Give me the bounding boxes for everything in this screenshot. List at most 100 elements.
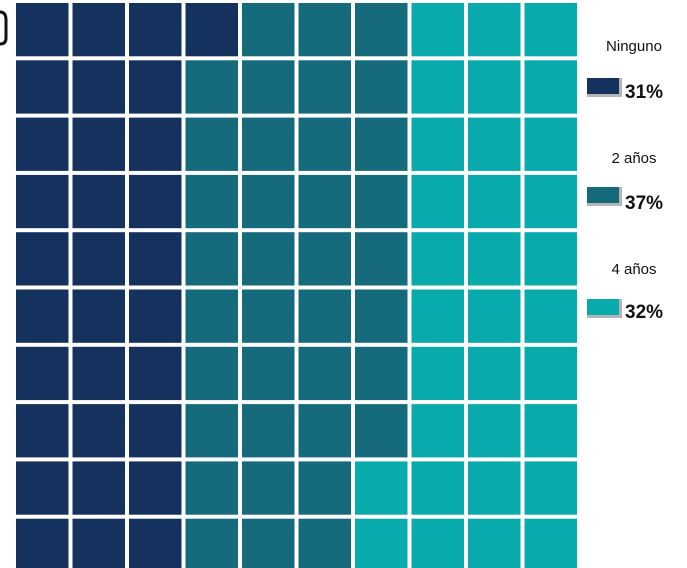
waffle-cell (129, 404, 182, 458)
waffle-cell (298, 461, 351, 515)
waffle-cell (411, 404, 464, 458)
waffle-cell (524, 518, 577, 568)
waffle-cell (524, 232, 577, 286)
waffle-cell (129, 3, 182, 57)
waffle-cell (16, 232, 69, 286)
waffle-cell (298, 3, 351, 57)
waffle-cell (355, 404, 408, 458)
waffle-cell (298, 346, 351, 401)
waffle-cell (355, 518, 408, 568)
legend-value-ninguno: 31% (625, 82, 664, 103)
waffle-cell (411, 518, 464, 568)
waffle-cell (242, 174, 295, 229)
waffle-cell (468, 232, 521, 286)
waffle-cell (129, 232, 182, 286)
waffle-cell (242, 461, 295, 515)
legend-swatch-4-anos (587, 299, 622, 318)
waffle-cell (185, 60, 238, 114)
waffle-cell (355, 232, 408, 286)
waffle-cell (129, 346, 182, 401)
waffle-cell (298, 404, 351, 458)
waffle-cell (355, 3, 408, 57)
waffle-cell (411, 346, 464, 401)
waffle-cell (185, 404, 238, 458)
waffle-cell (524, 117, 577, 171)
legend-value-2-anos: 37% (625, 193, 664, 214)
waffle-cell (468, 60, 521, 114)
waffle-cell (72, 404, 125, 458)
waffle-cell (72, 346, 125, 401)
corner-mark (0, 10, 10, 46)
waffle-cell (185, 117, 238, 171)
waffle-cell (524, 289, 577, 343)
waffle-cell (16, 117, 69, 171)
waffle-cell (129, 289, 182, 343)
waffle-cell (524, 60, 577, 114)
waffle-cell (185, 232, 238, 286)
waffle-cell (524, 174, 577, 229)
waffle-cell (129, 117, 182, 171)
waffle-cell (411, 60, 464, 114)
waffle-cell (298, 289, 351, 343)
waffle-cell (411, 3, 464, 57)
waffle-cell (185, 518, 238, 568)
waffle-cell (298, 174, 351, 229)
waffle-cell (524, 404, 577, 458)
waffle-cell (129, 461, 182, 515)
waffle-cell (298, 232, 351, 286)
waffle-cell (411, 232, 464, 286)
waffle-chart (16, 3, 577, 568)
waffle-cell (468, 117, 521, 171)
waffle-cell (72, 289, 125, 343)
waffle-cell (72, 174, 125, 229)
waffle-cell (298, 117, 351, 171)
waffle-cell (129, 174, 182, 229)
waffle-cell (468, 518, 521, 568)
legend-label-2-anos: 2 años (611, 150, 657, 167)
waffle-cell (242, 117, 295, 171)
waffle-cell (242, 404, 295, 458)
waffle-cell (468, 3, 521, 57)
waffle-cell (468, 461, 521, 515)
waffle-cell (468, 404, 521, 458)
waffle-cell (16, 60, 69, 114)
waffle-cell (298, 518, 351, 568)
waffle-cell (524, 346, 577, 401)
waffle-cell (72, 117, 125, 171)
legend-value-4-anos: 32% (625, 302, 664, 323)
waffle-cell (468, 346, 521, 401)
waffle-cell (185, 174, 238, 229)
waffle-cell (411, 461, 464, 515)
waffle-cell (524, 461, 577, 515)
waffle-cell (16, 174, 69, 229)
waffle-cell (72, 3, 125, 57)
legend-label-4-anos: 4 años (611, 261, 657, 278)
waffle-cell (355, 174, 408, 229)
waffle-cell (72, 232, 125, 286)
waffle-cell (16, 289, 69, 343)
waffle-cell (242, 346, 295, 401)
waffle-cell (468, 289, 521, 343)
waffle-cell (242, 232, 295, 286)
waffle-cell (16, 404, 69, 458)
waffle-cell (16, 461, 69, 515)
waffle-cell (16, 3, 69, 57)
legend: Ninguno 31% 2 años 37% 4 años 32% (584, 0, 687, 568)
waffle-cell (411, 289, 464, 343)
waffle-cell (242, 3, 295, 57)
waffle-cell (129, 60, 182, 114)
legend-label-ninguno: Ninguno (606, 38, 662, 55)
waffle-cell (16, 518, 69, 568)
waffle-cell (129, 518, 182, 568)
waffle-cell (468, 174, 521, 229)
waffle-cell (355, 289, 408, 343)
waffle-cell (298, 60, 351, 114)
waffle-cell (72, 518, 125, 568)
waffle-cell (524, 3, 577, 57)
waffle-cell (185, 346, 238, 401)
waffle-cell (355, 60, 408, 114)
waffle-cell (242, 289, 295, 343)
waffle-cell (411, 174, 464, 229)
waffle-cell (185, 3, 238, 57)
waffle-cell (355, 461, 408, 515)
